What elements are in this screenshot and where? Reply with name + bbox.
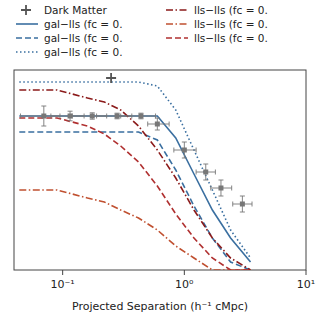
point [138, 114, 143, 119]
x-axis: 10⁻¹ 10⁰ 10¹ [51, 270, 316, 291]
x-error-bar [211, 186, 232, 191]
x-error-bar [196, 170, 215, 175]
legend-label: gal−lls (fc = 0. [44, 46, 123, 58]
x-tick-label: 10⁰ [175, 278, 194, 291]
legend-line [166, 37, 188, 39]
legend-line [16, 23, 38, 25]
y-error-bar [90, 113, 95, 119]
legend-line [16, 37, 38, 39]
point [218, 186, 223, 191]
legend-marker [21, 5, 31, 15]
line [19, 116, 250, 262]
y-error-bar [68, 111, 73, 121]
point [240, 202, 245, 207]
line [19, 118, 250, 270]
point [41, 114, 46, 119]
x-error-bar [121, 114, 156, 119]
point [182, 148, 187, 153]
y-error-bar [203, 164, 208, 180]
line [19, 82, 250, 258]
point [155, 122, 160, 127]
point [106, 73, 116, 83]
legend-label: lls−lls (fc = 0. [194, 4, 268, 16]
legend-label: gal−lls (fc = 0. [44, 32, 123, 44]
line [19, 132, 250, 270]
legend: Dark Matter gal−lls (fc = 0. gal−lls (fc =… [16, 4, 268, 58]
plot-area [19, 73, 252, 270]
x-error-bar [174, 148, 196, 153]
x-tick [184, 270, 185, 275]
point [90, 114, 95, 119]
y-error-bar [182, 142, 187, 158]
point [203, 170, 208, 175]
x-axis-label: Projected Separation (h⁻¹ cMpc) [72, 300, 248, 313]
legend-label: gal−lls (fc = 0. [44, 18, 123, 30]
legend-line [166, 9, 188, 11]
legend-label: Dark Matter [44, 4, 107, 16]
x-tick-label: 10¹ [297, 278, 315, 291]
x-tick [306, 270, 307, 275]
x-tick-label: 10⁻¹ [51, 278, 75, 291]
y-error-bar [138, 113, 143, 119]
y-error-bar [115, 113, 120, 119]
point [115, 114, 120, 119]
x-error-bar [148, 122, 169, 127]
line [19, 190, 250, 270]
chart: 10⁻¹ 10⁰ 10¹ Projected Separation (h⁻¹ cMpc… [0, 0, 320, 320]
y-error-bar [218, 180, 223, 196]
y-error-bar [41, 106, 46, 126]
legend-line [16, 51, 38, 53]
y-error-bar [155, 118, 160, 130]
line [19, 90, 250, 270]
legend-label: lls−lls (fc = 0. [194, 18, 268, 30]
plot-frame [14, 70, 306, 270]
x-tick [62, 270, 63, 275]
legend-label: lls−lls (fc = 0. [194, 32, 268, 44]
point [68, 114, 73, 119]
x-error-bar [233, 202, 252, 207]
y-error-bar [240, 196, 245, 212]
legend-line [166, 23, 188, 25]
